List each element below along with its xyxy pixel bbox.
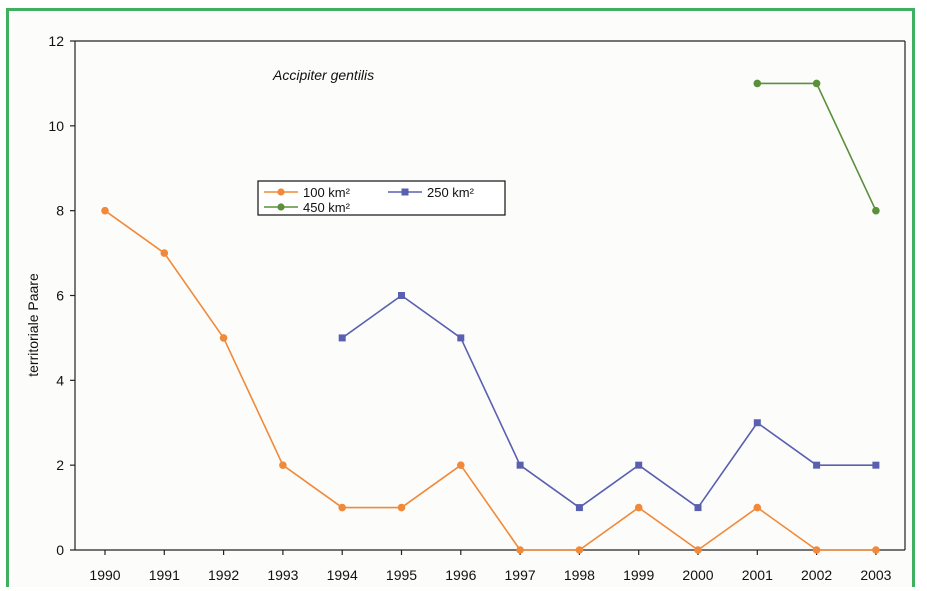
data-point bbox=[160, 249, 169, 257]
y-tick-label: 2 bbox=[56, 457, 64, 473]
series-1 bbox=[338, 292, 880, 512]
series-line-segment bbox=[638, 464, 699, 509]
y-tick-label: 12 bbox=[48, 33, 64, 49]
data-point bbox=[338, 334, 346, 342]
series-line-segment bbox=[104, 210, 165, 254]
data-point bbox=[516, 461, 524, 469]
x-tick-label: 1995 bbox=[386, 567, 417, 583]
legend-item-2: 450 km² bbox=[264, 200, 351, 215]
data-point bbox=[812, 79, 821, 88]
series-line-segment bbox=[756, 506, 818, 551]
y-axis-title: territoriale Paare bbox=[25, 273, 41, 377]
data-point bbox=[397, 503, 406, 512]
series-line-segment bbox=[697, 422, 758, 509]
x-tick-label: 1997 bbox=[505, 567, 536, 583]
series-line-segment bbox=[163, 252, 225, 339]
y-tick-label: 10 bbox=[48, 118, 64, 134]
y-tick-label: 4 bbox=[56, 372, 64, 388]
series-line-segment bbox=[401, 294, 462, 339]
data-point bbox=[634, 503, 643, 512]
x-tick-label: 1994 bbox=[327, 567, 358, 583]
chart-frame bbox=[6, 8, 915, 587]
series-line-segment bbox=[697, 506, 758, 551]
legend-marker bbox=[277, 188, 285, 196]
y-tick-label: 0 bbox=[56, 542, 64, 558]
legend-label: 450 km² bbox=[303, 200, 351, 215]
data-point bbox=[753, 503, 762, 512]
legend-label: 250 km² bbox=[427, 185, 475, 200]
data-point bbox=[575, 546, 584, 554]
data-point bbox=[219, 334, 228, 342]
data-point bbox=[398, 292, 405, 299]
series-layer bbox=[101, 79, 880, 554]
data-point bbox=[813, 461, 821, 469]
series-line-segment bbox=[519, 464, 580, 509]
data-point bbox=[575, 504, 583, 512]
x-tick-label: 1991 bbox=[149, 567, 180, 583]
series-line-segment bbox=[341, 294, 402, 339]
data-point bbox=[753, 419, 761, 427]
x-tick-label: 1999 bbox=[623, 567, 654, 583]
x-tick-label: 2002 bbox=[801, 567, 832, 583]
y-tick-label: 6 bbox=[56, 288, 64, 304]
chart-title: Accipiter gentilis bbox=[272, 67, 374, 83]
data-point bbox=[872, 206, 880, 215]
data-point bbox=[101, 206, 109, 215]
y-tick-label: 8 bbox=[56, 203, 64, 219]
data-point bbox=[872, 461, 880, 469]
series-line-segment bbox=[638, 506, 699, 551]
series-line-segment bbox=[578, 506, 640, 551]
x-tick-label: 1993 bbox=[267, 567, 298, 583]
x-tick-label: 2003 bbox=[860, 567, 891, 583]
data-point bbox=[812, 546, 821, 554]
legend-item-0: 100 km² bbox=[264, 185, 351, 200]
data-point bbox=[279, 461, 287, 469]
series-line-segment bbox=[815, 83, 877, 212]
legend-marker bbox=[277, 203, 285, 211]
x-tick-label: 2001 bbox=[742, 567, 773, 583]
series-0 bbox=[101, 206, 880, 554]
data-point bbox=[694, 546, 702, 554]
legend-box bbox=[257, 180, 506, 216]
x-tick-label: 2000 bbox=[682, 567, 713, 583]
series-line-segment bbox=[578, 464, 640, 509]
series-line-segment bbox=[756, 422, 818, 466]
series-2 bbox=[753, 79, 880, 215]
data-point bbox=[457, 461, 465, 469]
legend-label: 100 km² bbox=[303, 185, 351, 200]
data-point bbox=[753, 79, 762, 88]
series-line-segment bbox=[222, 337, 284, 466]
legend-marker bbox=[401, 188, 409, 196]
series-line-segment bbox=[460, 337, 521, 466]
legend: 100 km² 250 km² 450 km² bbox=[257, 180, 506, 216]
series-line-segment bbox=[282, 464, 343, 509]
data-point bbox=[516, 546, 524, 554]
chart-axes: 0 2 4 6 8 10 12 1990 1991 1992 1993 1994 1995 1996 199… bbox=[48, 33, 906, 583]
x-tick-label: 1990 bbox=[89, 567, 120, 583]
series-line-segment bbox=[401, 464, 462, 509]
x-tick-label: 1992 bbox=[208, 567, 239, 583]
data-point bbox=[338, 503, 347, 512]
data-point bbox=[872, 546, 880, 554]
x-tick-label: 1998 bbox=[564, 567, 595, 583]
series-line-segment bbox=[460, 464, 521, 551]
legend-item-1: 250 km² bbox=[388, 185, 475, 200]
x-tick-label: 1996 bbox=[445, 567, 476, 583]
data-point bbox=[457, 334, 465, 342]
data-point bbox=[635, 461, 643, 469]
data-point bbox=[694, 504, 702, 512]
